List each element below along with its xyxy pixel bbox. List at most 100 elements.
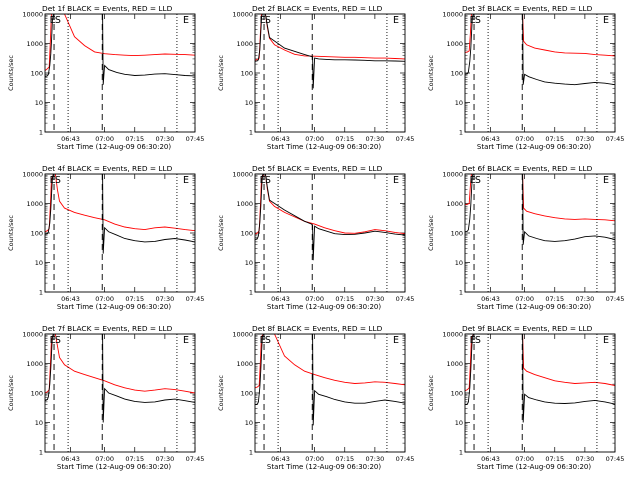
chart-panel-1: Det 1f BLACK = Events, RED = LLD 1 10 100 10… (7, 4, 204, 151)
y-tick-label: 100 (451, 390, 463, 398)
x-tick-label: 07:00 (515, 295, 534, 303)
x-tick-label: 07:15 (335, 455, 354, 463)
x-tick-label: 07:45 (186, 455, 205, 463)
y-axis-label: Counts/sec (427, 215, 435, 251)
events-series-line (45, 174, 195, 254)
x-tick-label: 07:45 (606, 135, 625, 143)
y-tick-label: 10000 (232, 171, 253, 179)
region-label: E (470, 335, 476, 346)
x-tick-label: 07:15 (335, 135, 354, 143)
y-tick-label: 1 (459, 289, 463, 297)
series-group (255, 174, 405, 261)
y-tick-label: 1000 (26, 360, 43, 368)
region-label: E (260, 175, 266, 186)
chart-title: Det 4f BLACK = Events, RED = LLD (42, 164, 173, 173)
y-tick-label: 10000 (232, 331, 253, 339)
region-label: S (265, 175, 271, 186)
chart-title: Det 5f BLACK = Events, RED = LLD (252, 164, 383, 173)
y-tick-label: 10 (245, 419, 253, 427)
y-tick-label: 100 (241, 70, 253, 78)
x-tick-label: 06:43 (271, 135, 290, 143)
x-tick-label: 07:45 (186, 295, 205, 303)
series-group (255, 334, 405, 426)
y-tick-label: 1 (459, 449, 463, 457)
region-label: E (183, 15, 189, 26)
chart-panel-5: Det 5f BLACK = Events, RED = LLD 1 10 100 10… (217, 164, 414, 311)
chart-panel-6: Det 6f BLACK = Events, RED = LLD 1 10 100 10… (427, 164, 624, 311)
y-tick-label: 1000 (26, 200, 43, 208)
y-tick-label: 100 (241, 390, 253, 398)
x-tick-label: 06:43 (61, 295, 80, 303)
region-label: E (260, 15, 266, 26)
y-tick-label: 10000 (22, 331, 43, 339)
x-tick-label: 07:30 (576, 455, 595, 463)
x-tick-label: 07:30 (366, 455, 385, 463)
chart-title: Det 1f BLACK = Events, RED = LLD (42, 4, 173, 13)
region-label: E (603, 335, 609, 346)
lld-series-line (465, 334, 615, 392)
y-axis-label: Counts/sec (7, 215, 15, 251)
y-axis-label: Counts/sec (427, 55, 435, 91)
chart-title: Det 9f BLACK = Events, RED = LLD (462, 324, 593, 333)
lld-series-line (465, 174, 615, 222)
region-label: E (260, 335, 266, 346)
x-tick-label: 07:45 (606, 455, 625, 463)
events-series-line (255, 14, 405, 89)
x-axis-label: Start Time (12-Aug-09 06:30:20) (57, 463, 171, 471)
x-tick-label: 07:00 (515, 455, 534, 463)
y-axis-label: Counts/sec (7, 375, 15, 411)
y-tick-label: 10000 (22, 11, 43, 19)
region-label: E (470, 175, 476, 186)
y-tick-label: 1 (459, 129, 463, 137)
x-tick-label: 07:45 (396, 295, 415, 303)
chart-panel-3: Det 3f BLACK = Events, RED = LLD 1 10 100 10… (427, 4, 624, 151)
x-tick-label: 06:43 (481, 295, 500, 303)
x-tick-label: 07:00 (95, 135, 114, 143)
lld-series-line (45, 14, 195, 72)
plot-frame (254, 333, 406, 453)
x-tick-label: 07:30 (366, 135, 385, 143)
events-series-line (255, 334, 405, 426)
series-group (255, 14, 405, 89)
x-tick-label: 07:00 (95, 295, 114, 303)
chart-panel-4: Det 4f BLACK = Events, RED = LLD 1 10 100 10… (7, 164, 204, 311)
chart-title: Det 2f BLACK = Events, RED = LLD (252, 4, 383, 13)
y-tick-label: 1 (39, 129, 43, 137)
plot-frame (254, 173, 406, 293)
x-tick-label: 07:30 (156, 455, 175, 463)
x-tick-label: 06:43 (271, 455, 290, 463)
y-tick-label: 10 (455, 259, 463, 267)
x-tick-label: 07:30 (576, 295, 595, 303)
plot-frame (464, 13, 616, 133)
chart-panel-8: Det 8f BLACK = Events, RED = LLD 1 10 100 10… (217, 324, 414, 471)
lld-series-line (465, 14, 615, 57)
y-tick-label: 10 (245, 259, 253, 267)
region-label: S (265, 335, 271, 346)
chart-panel-2: Det 2f BLACK = Events, RED = LLD 1 10 100 10… (217, 4, 414, 151)
x-tick-label: 07:45 (396, 455, 415, 463)
y-tick-label: 100 (31, 390, 43, 398)
y-tick-label: 10000 (232, 11, 253, 19)
region-label: S (55, 15, 61, 26)
y-tick-label: 10 (35, 99, 43, 107)
region-label: E (50, 335, 56, 346)
x-axis-label: Start Time (12-Aug-09 06:30:20) (477, 463, 591, 471)
events-series-line (255, 174, 405, 261)
x-tick-label: 06:43 (61, 135, 80, 143)
x-tick-label: 07:15 (125, 295, 144, 303)
y-tick-label: 100 (31, 70, 43, 78)
chart-title: Det 6f BLACK = Events, RED = LLD (462, 164, 593, 173)
events-series-line (465, 14, 615, 86)
x-tick-label: 06:43 (271, 295, 290, 303)
y-tick-label: 1000 (236, 40, 253, 48)
y-tick-label: 1 (249, 289, 253, 297)
y-tick-label: 1 (249, 129, 253, 137)
x-tick-label: 07:15 (545, 135, 564, 143)
chart-panel-9: Det 9f BLACK = Events, RED = LLD 1 10 100 10… (427, 324, 624, 471)
x-tick-label: 07:45 (606, 295, 625, 303)
series-group (45, 334, 195, 423)
x-tick-label: 06:43 (481, 135, 500, 143)
x-tick-label: 07:00 (305, 455, 324, 463)
x-axis-label: Start Time (12-Aug-09 06:30:20) (477, 143, 591, 151)
